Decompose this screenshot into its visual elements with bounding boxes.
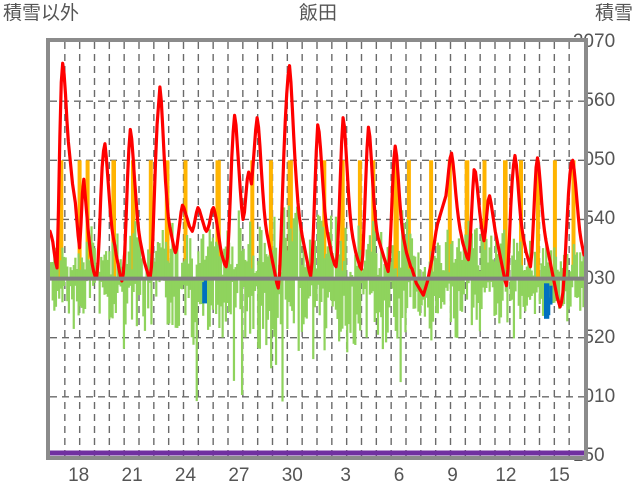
left-axis-title: 積雪以外 (3, 3, 80, 24)
left-tick-5: 5 (583, 208, 594, 230)
x-tick-15-9: 15 (548, 465, 570, 486)
x-tick-12-8: 12 (495, 465, 517, 486)
right-tick-0: 0 (594, 445, 605, 466)
right-tick-10: 10 (594, 385, 616, 407)
right-tick-40: 40 (594, 208, 616, 230)
plot-canvas (50, 42, 584, 456)
right-axis-title: 積雪 (594, 3, 633, 24)
left-tick-0: 0 (583, 267, 594, 289)
x-tick-6-6: 6 (393, 465, 405, 486)
x-axis-tick-labels: 18 21 24 27 30 3 6 9 12 15 (0, 466, 636, 496)
right-tick-30: 30 (594, 267, 616, 289)
bars-layer (50, 160, 584, 402)
baselines-layer (50, 276, 584, 456)
x-tick-27-3: 27 (228, 465, 250, 486)
right-tick-20: 20 (594, 326, 616, 348)
x-tick-21-1: 21 (121, 465, 143, 486)
page-title: 飯田 (298, 3, 337, 24)
x-tick-9-7: 9 (447, 465, 458, 486)
right-tick-70: 70 (594, 31, 616, 52)
x-tick-24-2: 24 (174, 465, 197, 486)
x-tick-3-5: 3 (340, 465, 351, 486)
temperature-line-layer (50, 61, 584, 309)
right-tick-50: 50 (594, 149, 616, 171)
x-tick-30-4: 30 (281, 465, 303, 486)
x-tick-18-0: 18 (68, 465, 90, 486)
right-tick-60: 60 (594, 90, 616, 112)
plot-area (46, 38, 588, 460)
